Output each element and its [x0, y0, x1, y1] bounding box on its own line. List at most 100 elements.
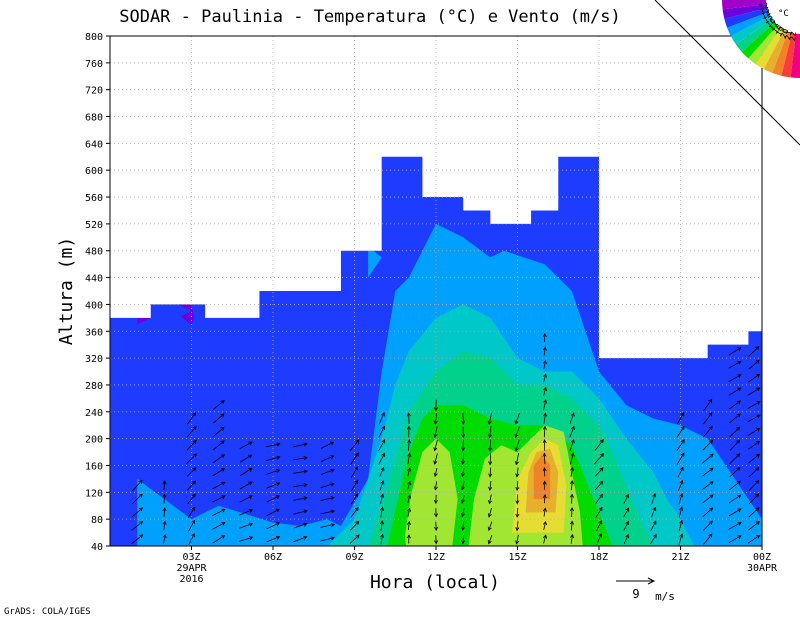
plot-area: [110, 36, 762, 546]
wind-arrow: [162, 493, 167, 504]
x-tick-date: 30APR: [747, 563, 778, 574]
wind-arrow: [729, 480, 742, 491]
wind-arrow: [543, 534, 547, 544]
wind-arrow: [293, 496, 308, 501]
wind-arrow: [266, 508, 281, 516]
wind-arrow: [728, 400, 742, 410]
wind-arrow: [460, 481, 465, 491]
wind-arrow: [212, 481, 226, 490]
wind-arrow: [543, 398, 548, 411]
wind-arrow: [747, 440, 761, 450]
wind-arrow: [406, 520, 411, 531]
y-tick-label: 600: [85, 166, 103, 177]
wind-arrow: [570, 452, 575, 465]
wind-arrow: [596, 533, 602, 545]
wind-arrow: [460, 468, 465, 478]
wind-arrow: [650, 506, 657, 518]
legend-label: 19: [774, 25, 787, 38]
wind-arrow: [239, 467, 253, 477]
wind-arrow: [320, 441, 335, 449]
wind-arrow: [266, 468, 281, 475]
wind-arrow: [293, 442, 308, 448]
wind-arrow: [266, 522, 281, 530]
wind-arrow: [515, 494, 520, 505]
wind-arrow: [748, 453, 760, 464]
wind-arrow: [188, 533, 195, 545]
wind-arrow: [728, 361, 742, 369]
wind-arrow: [702, 481, 714, 490]
wind-arrow: [487, 426, 493, 439]
wind-arrow: [378, 412, 385, 425]
wind-arrow: [433, 453, 438, 465]
wind-arrow: [239, 454, 253, 463]
wind-arrow: [747, 387, 761, 396]
wind-arrow: [728, 508, 742, 517]
wind-arrow: [186, 425, 197, 438]
temperature-band: [398, 525, 407, 546]
wind-arrow: [542, 452, 547, 465]
wind-arrow: [543, 520, 547, 531]
wind-arrow: [131, 507, 144, 518]
y-axis-label: Altura (m): [56, 237, 77, 345]
wind-arrow: [212, 508, 226, 516]
wind-arrow: [349, 534, 360, 544]
wind-arrow: [543, 373, 547, 383]
y-tick-label: 800: [85, 32, 103, 43]
wind-arrow: [131, 520, 144, 531]
wind-arrow: [650, 534, 657, 545]
wind-arrow: [460, 494, 465, 504]
legend-unit: °C: [778, 9, 789, 19]
wind-arrow: [131, 493, 143, 505]
wind-arrow: [515, 507, 520, 518]
wind-reference-unit: m/s: [655, 590, 675, 603]
wind-arrow: [678, 533, 684, 545]
wind-arrow: [186, 453, 198, 464]
x-tick-label: 00Z: [753, 552, 771, 563]
wind-arrow: [320, 536, 335, 542]
wind-arrow: [702, 520, 713, 531]
wind-arrow: [651, 493, 656, 505]
wind-arrow: [239, 509, 254, 516]
x-tick-year: 2016: [179, 574, 203, 585]
y-tick-label: 40: [91, 542, 103, 553]
grid-lines: [110, 36, 762, 546]
wind-arrow: [433, 439, 438, 452]
wind-arrow: [570, 466, 575, 477]
wind-arrow: [728, 347, 742, 356]
wind-arrow: [487, 521, 493, 531]
wind-arrow: [728, 494, 742, 504]
wind-arrow: [487, 507, 492, 518]
wind-arrow: [747, 373, 761, 383]
wind-arrow: [350, 506, 359, 518]
wind-arrow: [595, 493, 603, 504]
wind-arrow: [542, 346, 547, 356]
wind-arrow: [350, 452, 359, 465]
wind-arrow: [702, 425, 713, 438]
wind-arrow: [702, 467, 714, 477]
wind-arrow: [728, 374, 742, 383]
wind-arrow: [266, 455, 281, 461]
wind-arrow: [515, 467, 520, 478]
y-tick-label: 320: [85, 354, 103, 365]
wind-arrow: [594, 467, 604, 477]
legend-wedge: [790, 33, 800, 78]
legend-label: 20: [779, 27, 791, 39]
wind-arrow: [293, 469, 308, 474]
wind-arrow: [514, 412, 520, 425]
wind-arrow: [266, 442, 281, 448]
wind-arrow: [514, 426, 520, 439]
wind-arrow: [239, 522, 254, 529]
wind-arrow: [212, 495, 226, 503]
wind-arrow: [293, 535, 308, 543]
wind-arrow: [239, 536, 254, 542]
wind-arrow: [460, 521, 466, 531]
wind-arrow: [542, 332, 547, 343]
wind-reference-arrowhead: [647, 577, 656, 585]
wind-arrow: [378, 425, 385, 438]
wind-arrow: [678, 506, 684, 518]
wind-arrow: [213, 413, 225, 424]
wind-arrow: [434, 521, 439, 531]
wind-arrow: [569, 412, 575, 425]
